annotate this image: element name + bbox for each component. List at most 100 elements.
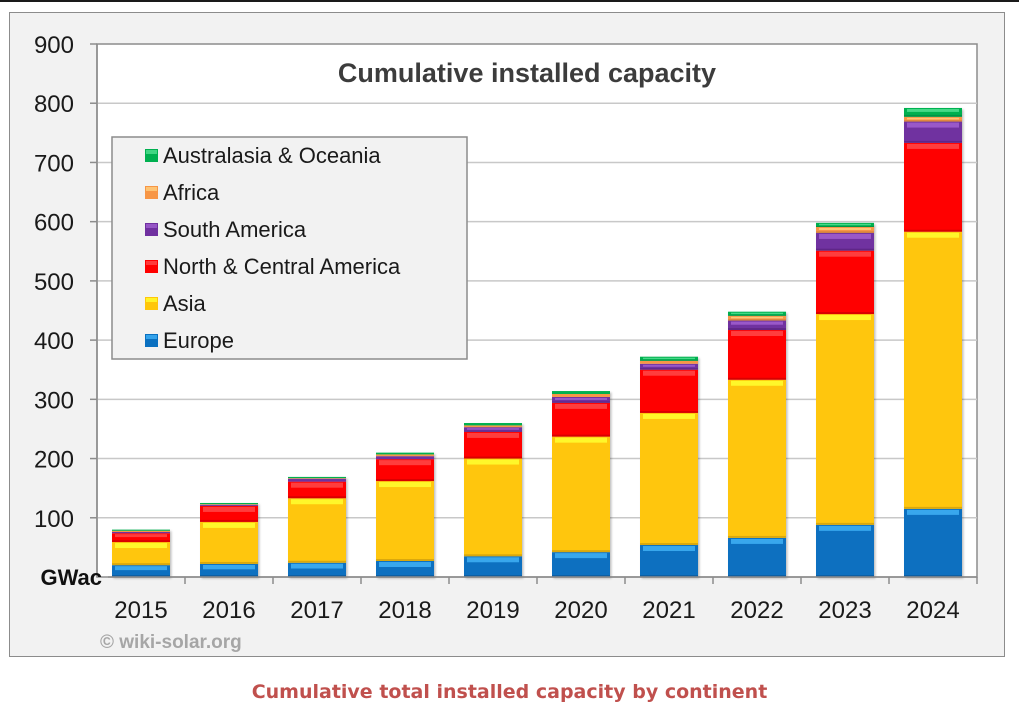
- y-axis-unit-label: GWac: [40, 565, 102, 590]
- y-tick-label: 200: [34, 447, 74, 474]
- y-tick-label: 900: [34, 32, 74, 59]
- bar-segment-shade: [552, 401, 610, 403]
- legend-item-africa: Africa: [145, 180, 220, 205]
- bar-segment-shade: [640, 359, 698, 361]
- bar-segment-highlight: [907, 509, 959, 515]
- legend-swatch-highlight: [146, 261, 157, 265]
- bar-segment-highlight: [379, 562, 431, 568]
- bar-segment-highlight: [379, 482, 431, 488]
- bar-segment-shade: [728, 535, 786, 538]
- bar-segment-asia: [376, 481, 434, 562]
- legend-swatch-highlight: [146, 224, 157, 228]
- bar-segment-highlight: [731, 380, 783, 386]
- bar-stack-2024: [904, 107, 962, 577]
- bar-segment-highlight: [115, 543, 167, 549]
- bar-segment-asia: [904, 231, 962, 509]
- bar-segment-highlight: [643, 413, 695, 419]
- bar-segment-north-central-america: [816, 250, 874, 315]
- x-tick-label: 2021: [642, 597, 695, 624]
- bar-segment-shade: [816, 225, 874, 227]
- legend-swatch-highlight: [146, 335, 157, 339]
- bar-segment-highlight: [643, 364, 695, 367]
- bar-segment-highlight: [643, 357, 695, 360]
- bar-segment-highlight: [907, 117, 959, 120]
- bar-segment-australasia-oceania: [464, 423, 522, 426]
- bar-segment-australasia-oceania: [904, 107, 962, 117]
- legend-label: Asia: [163, 291, 207, 316]
- y-tick-label: 400: [34, 328, 74, 355]
- bar-segment-highlight: [643, 370, 695, 376]
- legend-item-south-america: South America: [145, 217, 307, 242]
- bar-segment-asia: [200, 521, 258, 564]
- x-tick-label: 2019: [466, 597, 519, 624]
- bar-segment-shade: [640, 368, 698, 370]
- legend-item-asia: Asia: [145, 291, 207, 316]
- bar-segment-shade: [288, 560, 346, 563]
- bar-segment-highlight: [555, 403, 607, 409]
- bar-segment-shade: [112, 540, 170, 543]
- bar-segment-asia: [288, 498, 346, 563]
- bar-segment-shade: [728, 314, 786, 316]
- bar-segment-north-central-america: [904, 142, 962, 232]
- bar-segment-shade: [288, 575, 346, 577]
- bar-segment-shade: [816, 231, 874, 233]
- bar-segment-highlight: [467, 428, 519, 430]
- bar-segment-north-central-america: [640, 369, 698, 413]
- bar-segment-south-america: [376, 456, 434, 460]
- bar-segment-shade: [200, 575, 258, 577]
- x-tick-label: 2023: [818, 597, 871, 624]
- bar-segment-shade: [904, 114, 962, 117]
- bar-segment-shade: [904, 140, 962, 143]
- y-tick-label: 300: [34, 387, 74, 414]
- credit-label: © wiki-solar.org: [100, 632, 242, 653]
- bar-segment-highlight: [203, 506, 255, 512]
- bar-segment-highlight: [467, 459, 519, 465]
- bar-segment-shade: [112, 563, 170, 566]
- bar-segment-highlight: [643, 546, 695, 552]
- bar-segment-shade: [904, 229, 962, 232]
- x-axis: 2015 2016 2017 2018 2019 2020 2021 2022 2023 2024: [108, 576, 978, 624]
- legend: Australasia & Oceania Africa South America…: [111, 136, 468, 360]
- bar-segment-north-central-america: [728, 330, 786, 380]
- bar-segment-highlight: [731, 321, 783, 325]
- bar-segment-asia: [728, 379, 786, 538]
- bar-segment-australasia-oceania: [200, 502, 258, 505]
- bar-segment-highlight: [731, 331, 783, 337]
- bar-segment-highlight: [203, 564, 255, 570]
- bar-segment-shade: [200, 561, 258, 564]
- bar-segment-highlight: [907, 232, 959, 238]
- bar-segment-highlight: [907, 122, 959, 128]
- bar-segment-highlight: [819, 233, 871, 239]
- legend-label: Africa: [163, 180, 220, 205]
- chart-title: Cumulative installed capacity: [338, 58, 716, 88]
- bar-segment-highlight: [819, 223, 871, 226]
- bar-stack-2019: [464, 423, 522, 577]
- bar-segment-shade: [376, 559, 434, 562]
- legend-swatch-highlight: [146, 187, 157, 191]
- bar-segment-africa: [200, 504, 258, 505]
- bar-segment-africa: [552, 394, 610, 397]
- y-tick-label: 100: [34, 506, 74, 533]
- bar-segment-highlight: [379, 460, 431, 466]
- bar-segment-shade: [728, 377, 786, 380]
- x-tick-label: 2020: [554, 597, 607, 624]
- bar-segment-shade: [816, 312, 874, 315]
- bar-segment-shade: [376, 575, 434, 577]
- bar-segment-highlight: [555, 397, 607, 400]
- bar-segment-shade: [640, 410, 698, 413]
- bar-segment-asia: [552, 436, 610, 553]
- bar-segment-africa: [640, 360, 698, 364]
- bar-segment-highlight: [819, 251, 871, 257]
- bar-segment-australasia-oceania: [288, 476, 346, 479]
- bar-segment-shade: [112, 575, 170, 577]
- bar-segment-highlight: [291, 482, 343, 488]
- legend-item-europe: Europe: [145, 328, 234, 353]
- bar-segment-shade: [904, 575, 962, 577]
- bar-segment-shade: [464, 575, 522, 577]
- bar-segment-highlight: [555, 553, 607, 559]
- bar-segment-shade: [728, 319, 786, 321]
- bar-segment-australasia-oceania: [376, 452, 434, 455]
- bar-segment-africa: [376, 454, 434, 457]
- legend-swatch-highlight: [146, 150, 157, 154]
